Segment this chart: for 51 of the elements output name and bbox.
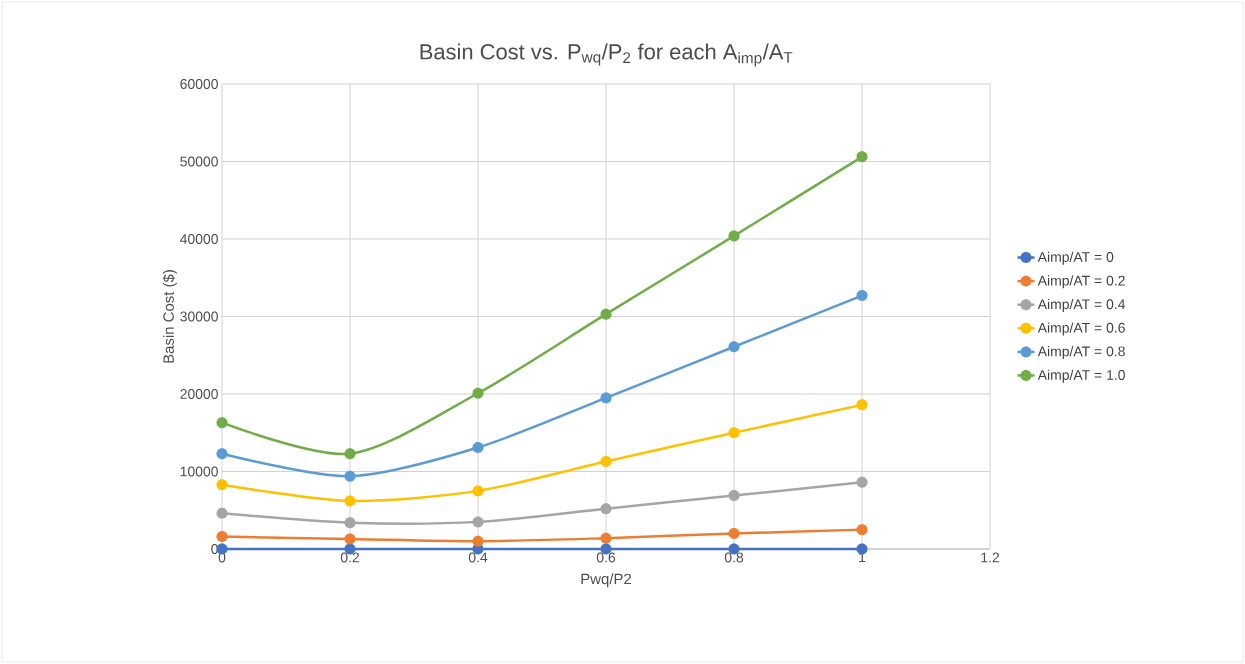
- point: [344, 448, 356, 460]
- point: [600, 503, 612, 515]
- point: [856, 476, 868, 488]
- legend-label: Aimp/AT = 0.4: [1037, 298, 1126, 312]
- point: [472, 516, 484, 528]
- point: [856, 543, 868, 555]
- point: [600, 392, 612, 404]
- point: [472, 441, 484, 454]
- point: [600, 532, 612, 544]
- y-tick-label: 10000: [180, 466, 218, 477]
- point: [728, 230, 740, 242]
- y-axis-title: Basin Cost ($): [162, 270, 177, 363]
- y-tick-label: 20000: [180, 389, 218, 399]
- legend-label: Aimp/AT = 1.0: [1037, 369, 1125, 383]
- point: [856, 290, 868, 302]
- point: [344, 517, 356, 529]
- point: [472, 485, 484, 497]
- x-tick-label: 0.8: [724, 552, 744, 563]
- x-tick-label: 0.4: [468, 552, 488, 563]
- y-tick-label: 60000: [180, 79, 218, 89]
- y-tick-label: 40000: [180, 234, 218, 244]
- point: [856, 399, 868, 411]
- point: [600, 455, 612, 467]
- legend-label: Aimp/AT = 0: [1037, 251, 1114, 265]
- point: [216, 417, 228, 429]
- point: [344, 533, 356, 545]
- point: [728, 427, 740, 439]
- point: [216, 448, 228, 460]
- point: [344, 470, 356, 482]
- legend-label: Aimp/AT = 0.2: [1037, 275, 1125, 289]
- point: [728, 489, 740, 502]
- point: [856, 524, 868, 536]
- x-tick-label: 0.6: [596, 552, 616, 563]
- y-tick-label: 30000: [180, 311, 218, 322]
- point: [856, 151, 868, 163]
- x-axis-title: Pwq/P2: [581, 573, 632, 588]
- y-tick-label: 50000: [180, 156, 218, 167]
- point: [472, 387, 484, 399]
- legend-label: Aimp/AT = 0.6: [1037, 322, 1125, 336]
- point: [472, 535, 484, 547]
- point: [344, 495, 356, 507]
- point: [600, 308, 612, 320]
- point: [728, 527, 740, 540]
- chart-title: Basin Cost vs. P$_{wq}$/P$_{2}$ for each A$_{imp}$/A$_{T}$: [420, 43, 793, 67]
- x-tick-label: 1.2: [981, 552, 1000, 563]
- point: [216, 531, 228, 543]
- point: [216, 507, 228, 519]
- legend-label: Aimp/AT = 0.8: [1037, 346, 1125, 360]
- point: [216, 479, 228, 491]
- point: [728, 341, 740, 353]
- x-tick-label: 0.2: [340, 552, 359, 563]
